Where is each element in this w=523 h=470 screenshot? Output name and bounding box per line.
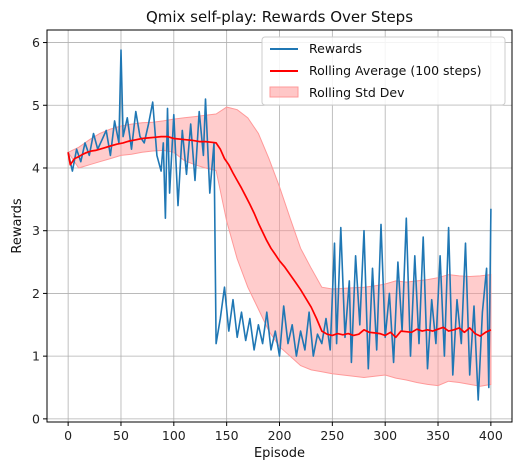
- x-axis: 0 50 100 150 200 250 300 350 400: [64, 422, 503, 443]
- x-tick-label: 100: [162, 428, 186, 443]
- legend: Rewards Rolling Average (100 steps) Roll…: [261, 36, 506, 106]
- x-axis-title: Episode: [254, 446, 305, 461]
- series-rewards-line: [67, 49, 492, 401]
- x-tick-label: 0: [64, 428, 72, 443]
- plot-area: [67, 49, 492, 401]
- legend-box: [261, 36, 506, 106]
- y-tick-label: 3: [32, 223, 40, 238]
- x-tick-label: 200: [268, 428, 292, 443]
- x-tick-label: 400: [479, 428, 503, 443]
- x-tick-label: 300: [373, 428, 397, 443]
- y-tick-label: 2: [32, 286, 40, 301]
- x-tick-label: 250: [320, 428, 344, 443]
- y-tick-label: 0: [32, 411, 40, 426]
- chart-title: Qmix self-play: Rewards Over Steps: [146, 8, 413, 26]
- series-rolling-average-line: [67, 135, 492, 339]
- y-axis: 0 1 2 3 4 5 6: [32, 35, 47, 426]
- y-tick-label: 4: [32, 160, 40, 175]
- x-tick-label: 150: [215, 428, 239, 443]
- x-tick-label: 350: [426, 428, 450, 443]
- x-tick-label: 50: [113, 428, 129, 443]
- y-tick-label: 5: [32, 98, 40, 113]
- y-tick-label: 1: [32, 349, 40, 364]
- y-axis-title: Rewards: [10, 198, 25, 253]
- legend-label-rolling-std: Rolling Std Dev: [309, 85, 405, 100]
- legend-swatch-rolling-std: [269, 86, 299, 98]
- legend-label-rewards: Rewards: [309, 41, 362, 56]
- y-tick-label: 6: [32, 35, 40, 50]
- legend-label-rolling-average: Rolling Average (100 steps): [309, 63, 481, 78]
